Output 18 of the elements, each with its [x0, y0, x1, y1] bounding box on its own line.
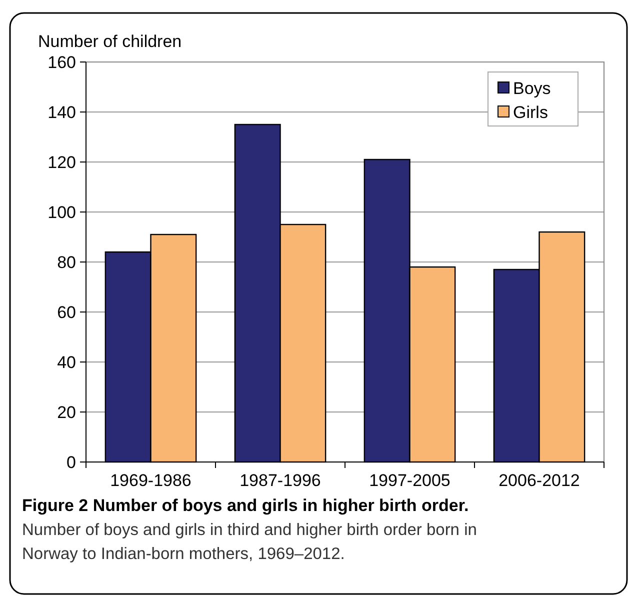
text: Figure 2 Number of boys and girls in higher birth order. [22, 496, 469, 515]
y-tick-label: 100 [48, 202, 76, 222]
x-tick-label: 1987-1996 [240, 471, 321, 490]
y-tick-label: 60 [57, 302, 76, 322]
legend-label: Girls [513, 102, 548, 122]
y-tick-label: 20 [57, 402, 76, 422]
legend-label: Boys [513, 78, 551, 98]
y-axis-title: Number of children [38, 32, 182, 51]
text: Number of boys and girls in third and higher birth order born in Norway to Indian-born mothers, 1969–2012. [22, 521, 477, 563]
y-tick-label: 0 [66, 452, 76, 472]
y-tick-label: 160 [48, 52, 76, 72]
x-tick-label: 2006-2012 [498, 471, 580, 490]
y-tick-label: 120 [48, 152, 76, 172]
x-tick-label: 1997-2005 [369, 471, 450, 490]
x-tick-label: 1969-1986 [110, 471, 192, 490]
y-tick-label: 140 [48, 102, 76, 122]
y-tick-label: 80 [57, 252, 76, 272]
y-tick-label: 40 [57, 352, 76, 372]
